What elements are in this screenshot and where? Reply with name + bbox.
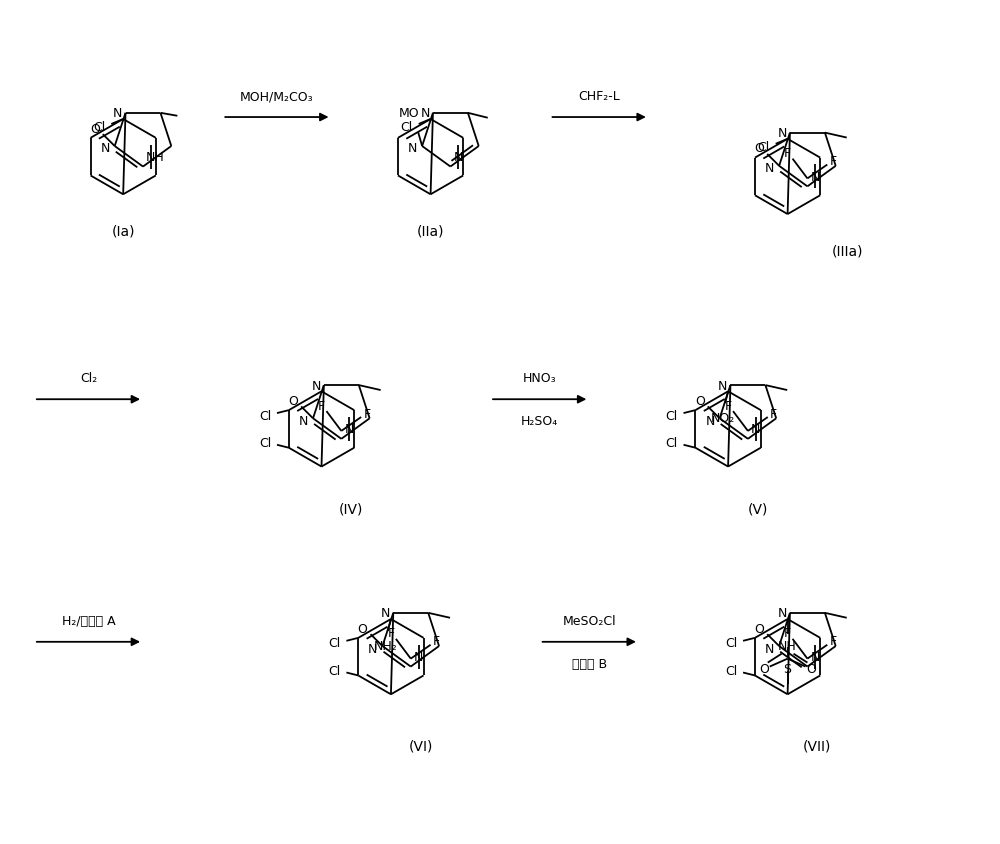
Text: Cl₂: Cl₂ bbox=[80, 372, 97, 385]
Text: F: F bbox=[725, 399, 732, 412]
Text: Cl: Cl bbox=[757, 141, 770, 154]
Text: NO₂: NO₂ bbox=[711, 412, 735, 425]
Text: CHF₂-L: CHF₂-L bbox=[578, 90, 620, 103]
Text: N: N bbox=[381, 607, 390, 619]
Text: F: F bbox=[784, 147, 791, 160]
Text: O: O bbox=[759, 663, 769, 675]
Text: MO: MO bbox=[399, 107, 420, 120]
Text: (VI): (VI) bbox=[408, 738, 433, 753]
Text: N: N bbox=[414, 651, 423, 663]
Text: H₂/制化剑 A: H₂/制化剑 A bbox=[62, 614, 115, 627]
Text: (V): (V) bbox=[748, 501, 768, 516]
Text: (Ia): (Ia) bbox=[111, 225, 135, 239]
Text: N: N bbox=[113, 107, 123, 120]
Text: H₂SO₄: H₂SO₄ bbox=[521, 414, 558, 428]
Text: Cl: Cl bbox=[328, 664, 340, 677]
Text: (IIIa): (IIIa) bbox=[831, 245, 863, 258]
Text: (IIa): (IIa) bbox=[417, 225, 444, 239]
Text: F: F bbox=[364, 407, 371, 420]
Text: Cl: Cl bbox=[259, 409, 271, 422]
Text: Cl: Cl bbox=[725, 664, 737, 677]
Text: F: F bbox=[770, 407, 777, 420]
Text: (VII): (VII) bbox=[803, 738, 832, 753]
Text: MeSO₂Cl: MeSO₂Cl bbox=[562, 614, 616, 627]
Text: O: O bbox=[754, 622, 764, 635]
Text: N: N bbox=[765, 641, 774, 655]
Text: F: F bbox=[387, 626, 394, 640]
Text: N: N bbox=[100, 143, 110, 155]
Text: (IV): (IV) bbox=[339, 501, 363, 516]
Text: Cl: Cl bbox=[665, 409, 678, 422]
Text: F: F bbox=[784, 626, 791, 640]
Text: N: N bbox=[810, 651, 820, 663]
Text: N: N bbox=[810, 170, 820, 184]
Text: O: O bbox=[358, 622, 368, 635]
Text: N: N bbox=[718, 379, 727, 392]
Text: N: N bbox=[344, 423, 354, 436]
Text: N: N bbox=[299, 414, 308, 427]
Text: O: O bbox=[754, 143, 764, 155]
Text: N: N bbox=[311, 379, 321, 392]
Text: O: O bbox=[806, 663, 816, 675]
Text: N: N bbox=[765, 162, 774, 175]
Text: O: O bbox=[288, 394, 298, 408]
Text: F: F bbox=[830, 635, 837, 647]
Text: MOH/M₂CO₃: MOH/M₂CO₃ bbox=[240, 90, 314, 103]
Text: S: S bbox=[784, 662, 792, 675]
Text: N: N bbox=[408, 143, 417, 155]
Text: F: F bbox=[318, 399, 325, 412]
Text: N: N bbox=[421, 107, 430, 120]
Text: O: O bbox=[695, 394, 705, 408]
Text: F: F bbox=[830, 155, 837, 168]
Text: Cl: Cl bbox=[93, 122, 105, 134]
Text: NH₂: NH₂ bbox=[374, 639, 398, 652]
Text: Cl: Cl bbox=[665, 437, 678, 450]
Text: N: N bbox=[705, 414, 715, 427]
Text: Cl: Cl bbox=[725, 636, 737, 650]
Text: N: N bbox=[778, 127, 787, 140]
Text: Cl: Cl bbox=[328, 636, 340, 650]
Text: N: N bbox=[368, 641, 377, 655]
Text: Cl: Cl bbox=[400, 122, 413, 134]
Text: NH: NH bbox=[778, 639, 797, 652]
Text: N: N bbox=[751, 423, 760, 436]
Text: HNO₃: HNO₃ bbox=[523, 372, 556, 385]
Text: 制化剑 B: 制化剑 B bbox=[572, 657, 607, 670]
Text: Cl: Cl bbox=[259, 437, 271, 450]
Text: N: N bbox=[453, 151, 463, 164]
Text: NH: NH bbox=[146, 151, 165, 164]
Text: O: O bbox=[90, 122, 100, 136]
Text: F: F bbox=[433, 635, 440, 647]
Text: N: N bbox=[778, 607, 787, 619]
